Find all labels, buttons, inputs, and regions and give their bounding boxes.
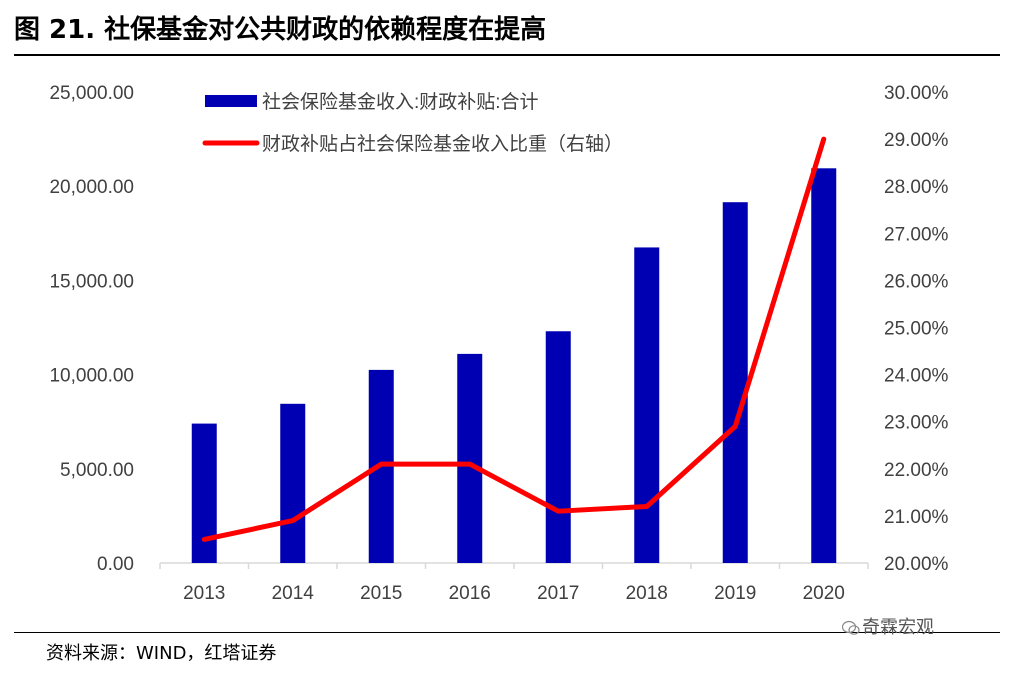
x-tick-label: 2020 [803,583,845,604]
y-right-tick-label: 26.00% [884,271,949,292]
x-tick-label: 2015 [360,583,402,604]
title-divider [14,54,1000,56]
line-series [201,136,827,542]
source-note: 资料来源：WIND，红塔证券 [46,643,277,664]
legend-bar-label: 社会保险基金收入:财政补贴:合计 [262,91,539,113]
y-right-tick-label: 28.00% [884,177,949,198]
y-right-tick-label: 29.00% [884,130,949,151]
wechat-icon [842,620,860,635]
y-right-tick-label: 22.00% [884,460,949,481]
footer-divider [14,632,1000,633]
x-tick-label: 2019 [714,583,756,604]
x-tick-label: 2014 [272,583,315,604]
y-right-tick-label: 21.00% [884,507,949,528]
y-left-tick-label: 25,000.00 [49,83,134,104]
bar-2019 [722,202,748,564]
bar-2017 [545,331,571,563]
x-tick-label: 2018 [626,583,668,604]
bar-2018 [634,247,660,563]
figure-title: 图 21. 社保基金对公共财政的依赖程度在提高 [14,15,547,45]
y-left-tick-label: 10,000.00 [49,366,134,387]
bar-series [191,168,837,564]
axes: 2013 2014 2015 2016 2017 2018 2019 2020 0.00 5,00… [49,83,948,604]
bar-2014 [280,403,306,563]
y-right-tick-label: 30.00% [884,83,949,104]
y-right-tick-label: 23.00% [884,413,949,434]
bar-2016 [457,353,483,563]
legend-line-label: 财政补贴占社会保险基金收入比重（右轴） [262,133,623,155]
x-tick-label: 2016 [449,583,491,604]
y-right-tick-label: 27.00% [884,224,949,245]
y-left-tick-label: 15,000.00 [49,271,134,292]
y-right-tick-label: 25.00% [884,319,949,340]
y-left-tick-label: 5,000.00 [60,460,134,481]
y-left-tick-label: 20,000.00 [49,177,134,198]
y-right-tick-label: 20.00% [884,554,949,575]
bar-2013 [191,423,217,563]
y-right-tick-label: 24.00% [884,366,949,387]
legend-bar-swatch [205,95,257,107]
ratio-line [201,136,827,542]
watermark: 奇霖宏观 [862,617,934,638]
bar-2020 [811,168,837,563]
x-tick-label: 2017 [537,583,579,604]
x-tick-label: 2013 [183,583,225,604]
y-left-tick-label: 0.00 [97,554,134,575]
